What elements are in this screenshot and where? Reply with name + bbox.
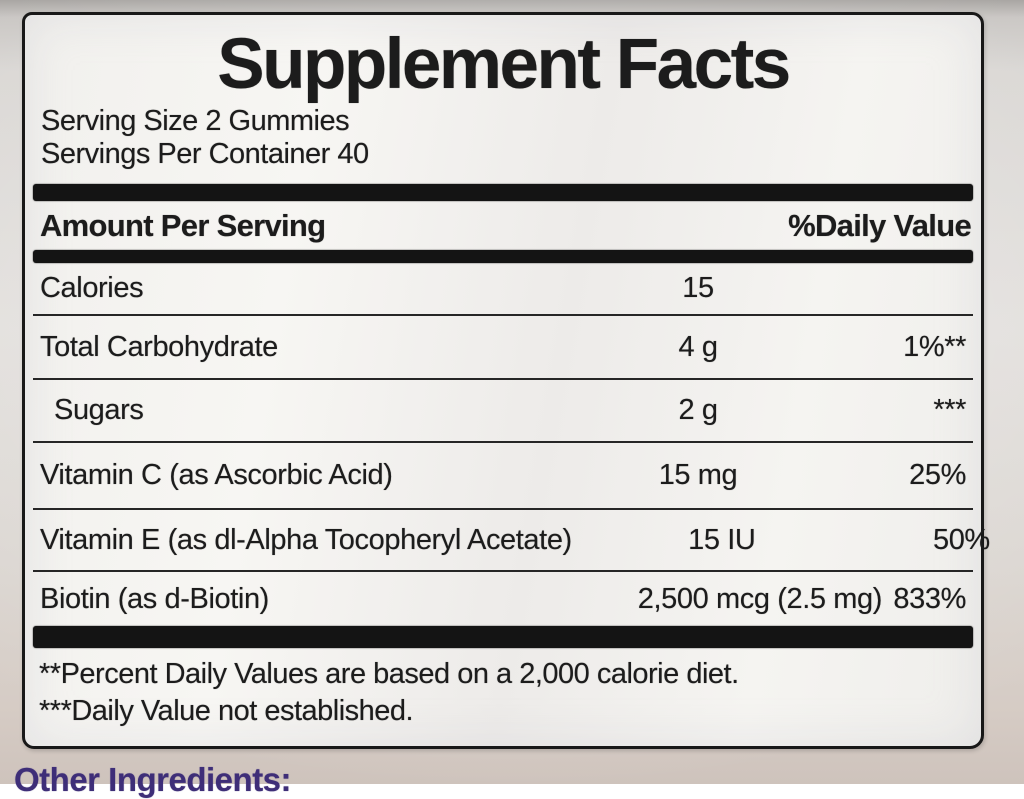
nutrient-name: Total Carbohydrate [40, 330, 278, 363]
serving-size-line: Serving Size 2 Gummies [41, 105, 350, 137]
supplement-facts-label: Supplement Facts Serving Size 2 Gummies … [22, 12, 990, 749]
nutrient-row-calories: Calories 15 [33, 263, 973, 316]
nutrient-daily-value: 50% [932, 523, 990, 556]
footnote-percent-daily-values: **Percent Daily Values are based on a 2,… [39, 658, 739, 690]
amount-per-serving-header: Amount Per Serving [40, 207, 326, 243]
nutrient-table: Calories 15 Total Carbohydrate 4 g 1%** … [33, 263, 990, 626]
nutrient-row-sugars: Sugars 2 g *** [33, 380, 973, 443]
label-title: Supplement Facts [217, 25, 791, 104]
nutrient-name: Biotin (as d-Biotin) [40, 582, 269, 615]
nutrient-daily-value: 25% [909, 459, 966, 491]
nutrient-amount: 4 g [678, 330, 718, 363]
nutrient-row-biotin: Biotin (as d-Biotin) 2,500 mcg (2.5 mg) … [33, 572, 973, 626]
nutrient-amount: 2 g [678, 394, 718, 426]
serving-info: Serving Size 2 Gummies Servings Per Cont… [41, 105, 981, 171]
nutrient-row-vitamin-e: Vitamin E (as dl-Alpha Tocopheryl Acetat… [33, 510, 990, 572]
table-header-row: Amount Per Serving %Daily Value [25, 201, 981, 250]
nutrient-name: Vitamin E (as dl-Alpha Tocopheryl Acetat… [40, 523, 572, 556]
footnotes: **Percent Daily Values are based on a 2,… [39, 656, 981, 730]
nutrient-daily-value: *** [933, 394, 966, 426]
footnote-daily-value-not-established: ***Daily Value not established. [39, 695, 414, 727]
separator-bar-top [33, 184, 973, 201]
nutrient-name: Vitamin C (as Ascorbic Acid) [40, 459, 393, 491]
nutrient-amount: 15 IU [688, 523, 756, 556]
nutrient-name: Sugars [54, 394, 144, 426]
separator-bar-header [33, 250, 973, 263]
daily-value-header: %Daily Value [788, 207, 972, 243]
nutrient-name: Calories [40, 272, 144, 304]
nutrient-daily-value: 833% [893, 582, 966, 615]
separator-bar-bottom [33, 626, 973, 648]
nutrient-row-vitamin-c: Vitamin C (as Ascorbic Acid) 15 mg 25% [33, 443, 973, 510]
other-ingredients-text: Other Ingredients: [14, 761, 292, 798]
servings-per-container-line: Servings Per Container 40 [41, 138, 369, 170]
nutrient-daily-value: 1%** [903, 330, 966, 363]
nutrient-amount: 2,500 mcg (2.5 mg) [637, 582, 883, 615]
nutrient-row-total-carbohydrate: Total Carbohydrate 4 g 1%** [33, 316, 973, 380]
nutrient-amount: 15 mg [658, 459, 738, 491]
nutrient-amount: 15 [682, 272, 714, 304]
